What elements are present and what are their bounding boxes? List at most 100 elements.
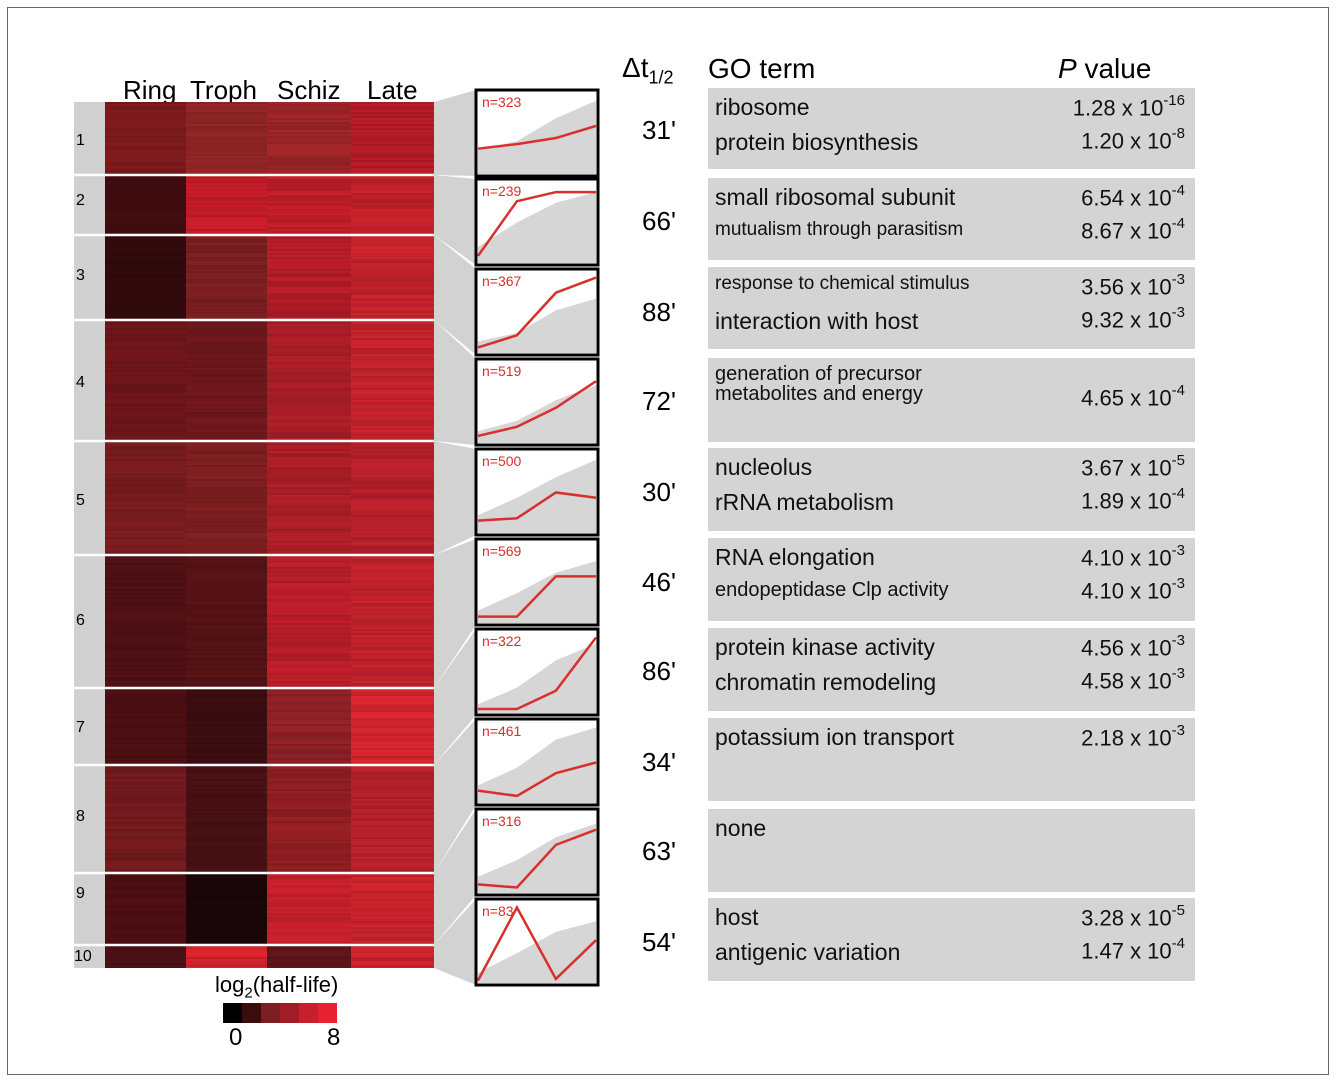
cluster-strip [74,945,105,968]
p-value: 2.18 x 10-3 [1081,722,1185,751]
legend-swatch [299,1003,318,1023]
go-term-group: RNA elongation 4.10 x 10-3 endopeptidase C… [708,538,1195,621]
go-term: protein biosynthesis [715,129,919,155]
go-term-group: generation of precursor metabolites and … [708,358,1195,442]
go-term: mutualism through parasitism [715,219,964,240]
legend-swatch [242,1003,261,1023]
heatmap-cell [186,320,267,442]
profile-chart: n=569 [474,537,600,627]
profile-line [477,491,597,522]
cluster-number: 3 [76,267,85,284]
p-value: 1.89 x 10-4 [1081,485,1185,514]
delta-t-value: 46' [642,567,676,597]
go-term: protein kinase activity [715,634,935,660]
heatmap-cell [351,555,434,689]
delta-t-main: Δt [622,52,649,83]
profile-chart: n=322 [474,627,600,717]
heatmap-cell [105,555,186,689]
profile-band [478,459,596,533]
cluster-strip [74,441,105,555]
cluster-count: n=322 [482,633,522,649]
heatmap-cell [267,873,351,945]
go-term: interaction with host [715,308,919,334]
profile-chart: n=239 [474,177,600,267]
go-term-group: none [708,809,1195,892]
cluster-number: 7 [76,719,85,736]
p-value: 3.67 x 10-5 [1081,452,1185,481]
delta-t-value: 88' [642,297,676,327]
p-value: 3.28 x 10-5 [1081,902,1185,931]
cluster-count: n=323 [482,94,522,110]
p-value: 9.32 x 10-3 [1081,304,1185,333]
legend-title-sub: 2 [244,984,253,1002]
cluster-count: n=316 [482,813,522,829]
column-header-late: Late [367,75,418,105]
heatmap-cell [267,765,351,873]
heatmap-cell [105,235,186,321]
profile-chart: n=500 [474,447,600,537]
go-term-header: GO term [708,53,816,84]
p-value: 4.10 x 10-3 [1081,542,1185,571]
heatmap-cell [186,688,267,766]
legend-swatch [261,1003,280,1023]
profile-chart: n=461 [474,717,600,807]
legend-swatch [280,1003,299,1023]
heatmap-cell [186,441,267,555]
profile-line [478,636,597,711]
profile-chart: n=367 [474,267,600,357]
column-header-schiz: Schiz [277,75,341,105]
cluster-strip [74,320,105,441]
figure-frame [7,7,1329,1075]
cluster-count: n=569 [482,543,522,559]
delta-t-header: Δt1/2 [622,52,674,89]
legend-swatch [223,1003,242,1023]
cluster-strip [74,175,105,235]
p-value: 1.28 x 10-16 [1072,92,1185,121]
cluster-strip [74,765,105,873]
heatmap-cell [186,765,267,873]
legend-max: 8 [327,1024,341,1051]
profile-chart: n=316 [474,807,600,897]
column-header-ring: Ring [123,75,177,105]
delta-t-value: 72' [642,386,676,416]
p-value: 4.58 x 10-3 [1081,665,1185,694]
cluster-count: n=500 [482,453,522,469]
go-term: nucleolus [715,454,813,480]
p-italic: P [1058,53,1077,84]
profile-chart: n=83 [474,897,600,987]
delta-t-sub: 1/2 [648,67,674,88]
legend-title: log2(half-life) [215,972,338,1001]
cluster-connector [434,629,476,765]
profile-chart: n=323 [474,88,600,178]
cluster-connector [434,719,476,873]
heatmap-cell [267,235,351,321]
cluster-number: 8 [76,808,85,825]
profile-line [477,276,597,349]
cluster-strip [74,235,105,320]
heatmap-cell [351,102,434,176]
profile-band [478,727,596,803]
heatmap-cell [267,441,351,555]
legend-swatch [318,1003,337,1023]
heatmap-cell [267,102,351,176]
profile-line [476,904,597,982]
heatmap-cell [105,873,186,945]
p-value: 1.20 x 10-8 [1081,125,1185,154]
cluster-number: 1 [76,132,85,149]
profile-band [478,192,596,263]
cluster-strip [74,102,105,175]
cluster-strip [74,688,105,765]
go-term: potassium ion transport [715,724,955,750]
p-value: 3.56 x 10-3 [1081,271,1185,300]
p-value: 8.67 x 10-4 [1081,215,1185,244]
delta-t-value: 34' [642,747,676,777]
heatmap-cell [351,320,434,442]
p-rest: value [1076,53,1152,84]
go-term: ribosome [715,94,810,120]
delta-t-value: 63' [642,836,676,866]
go-term: chromatin remodeling [715,669,937,695]
heatmap-cell [105,102,186,176]
cluster-connector [434,899,476,985]
cluster-connector [434,90,476,176]
